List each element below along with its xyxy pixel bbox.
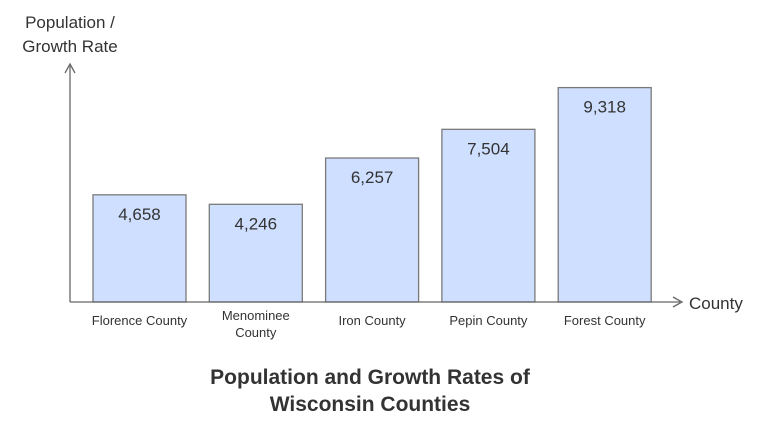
data-label: 6,257: [351, 168, 394, 187]
x-tick-label: Florence County: [92, 313, 188, 328]
chart-title-line-2: Wisconsin Counties: [270, 393, 471, 416]
y-axis-arrow: [64, 62, 76, 74]
chart-title-line-1: Population and Growth Rates of: [210, 366, 531, 389]
y-axis-label: Population / Growth Rate: [22, 13, 117, 56]
chart-title: Population and Growth Rates of Wisconsin…: [210, 366, 531, 416]
bar-florence-county: [92, 194, 187, 303]
x-tick-labels: Florence County Menominee County Iron Count…: [92, 308, 646, 340]
data-label: 4,246: [235, 214, 278, 233]
x-tick-label: Pepin County: [449, 313, 528, 328]
bar-iron-county: [324, 157, 420, 303]
bar-pepin-county: [441, 128, 536, 303]
x-tick-label: Forest County: [564, 313, 646, 328]
y-axis-label-line-1: Population /: [25, 13, 115, 32]
data-label: 7,504: [467, 139, 510, 158]
x-axis-label: County: [689, 294, 743, 313]
x-axis-arrow: [672, 296, 684, 308]
x-tick-label: Iron County: [338, 313, 406, 328]
x-tick-label: Menominee: [222, 308, 290, 323]
bar-menominee-county: [208, 203, 303, 303]
y-axis-label-line-2: Growth Rate: [22, 37, 117, 56]
data-label: 9,318: [583, 98, 626, 117]
x-tick-label: County: [235, 325, 277, 340]
data-label: 4,658: [118, 205, 161, 224]
bars: 4,658 4,246 6,257 7,504 9,318: [92, 86, 652, 303]
bar-forest-county: [557, 86, 652, 303]
